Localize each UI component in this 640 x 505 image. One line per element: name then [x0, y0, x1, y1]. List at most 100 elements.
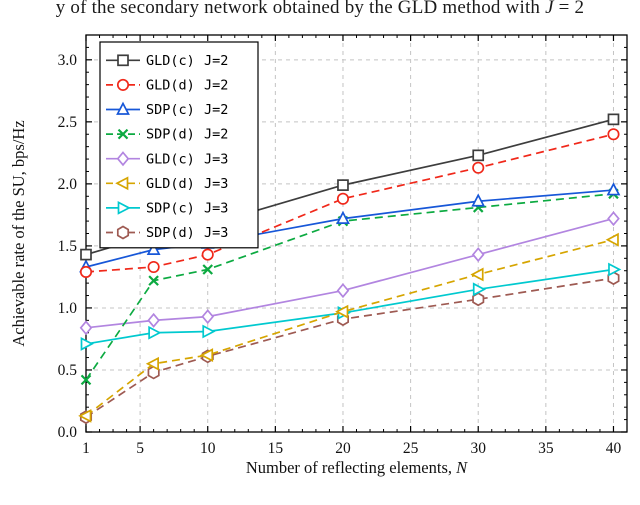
- legend-entry: GLD(c) J=3: [106, 151, 228, 167]
- legend-label: GLD(c): [146, 151, 195, 167]
- series-line: [85, 277, 614, 418]
- marker-triangle-left: [115, 176, 129, 191]
- marker-circle: [116, 78, 130, 91]
- marker-square: [472, 149, 485, 162]
- marker-square: [80, 248, 92, 261]
- y-tick-label: 1.0: [58, 300, 78, 317]
- marker-circle: [607, 128, 620, 141]
- marker-triangle-left: [145, 356, 159, 371]
- marker-square: [117, 54, 129, 67]
- legend-entry: SDP(c) J=3: [106, 201, 228, 217]
- caption-text: y of the secondary network obtained by t…: [55, 0, 546, 18]
- marker-hexagon: [116, 225, 130, 240]
- marker-diamond: [147, 312, 160, 328]
- y-tick-label: 0.5: [58, 362, 78, 379]
- marker-triangle-right: [117, 200, 131, 215]
- x-tick-label: 30: [470, 440, 486, 457]
- y-tick-label: 2.5: [58, 114, 78, 131]
- series-line: [85, 192, 614, 381]
- y-tick-label: 3.0: [58, 52, 78, 69]
- marker-triangle-up: [606, 182, 621, 196]
- x-tick-label: 40: [606, 440, 622, 457]
- marker-x: [117, 128, 129, 140]
- marker-triangle-up: [336, 210, 350, 224]
- legend-entry: GLD(c) J=2: [106, 53, 228, 69]
- series-line: [85, 238, 614, 417]
- marker-triangle-right: [202, 324, 216, 339]
- legend-entry: SDP(c) J=2: [106, 101, 228, 118]
- marker-triangle-left: [335, 304, 349, 319]
- marker-triangle-left: [78, 408, 92, 423]
- series-line: [85, 268, 614, 345]
- series-GLD(d)-J=3: [78, 232, 619, 423]
- legend-entry: GLD(d) J=2: [106, 78, 228, 94]
- legend-label: GLD(d): [146, 78, 195, 94]
- legend-j-label: J=3: [204, 176, 228, 192]
- x-tick-label: 35: [538, 440, 554, 457]
- x-tick-label: 15: [268, 440, 284, 457]
- legend-entry: SDP(d) J=2: [106, 127, 228, 143]
- marker-circle: [472, 161, 485, 174]
- x-tick-label: 5: [136, 440, 144, 457]
- marker-circle: [201, 248, 214, 261]
- marker-diamond: [471, 247, 485, 263]
- marker-circle: [147, 260, 160, 274]
- series-GLD(d)-J=2: [79, 128, 620, 279]
- legend-j-label: J=2: [204, 53, 228, 69]
- x-axis-title: Number of reflecting elements, N: [246, 458, 468, 477]
- caption-suffix: = 2: [553, 0, 585, 18]
- marker-triangle-up: [116, 101, 130, 115]
- marker-square: [607, 113, 620, 126]
- legend-j-label: J=3: [204, 151, 228, 167]
- marker-circle: [79, 265, 93, 279]
- legend-entry: GLD(d) J=3: [106, 176, 228, 192]
- legend-j-label: J=2: [204, 102, 228, 118]
- legend-entry: SDP(d) J=3: [106, 225, 228, 241]
- series-SDP(d)-J=3: [79, 271, 620, 425]
- series-line: [85, 133, 614, 273]
- y-axis-title: Achievable rate of the SU, bps/Hz: [9, 120, 28, 346]
- legend-label: GLD(c): [146, 53, 195, 69]
- legend-label: SDP(c): [146, 201, 195, 217]
- achievable-rate-chart: 1 5 10 15 20 25 30 35 40 0.0 0.5 1.0 1.5 2.0 2.5 3.0 GLD…: [0, 20, 640, 500]
- plot-border: [85, 34, 628, 433]
- marker-diamond: [79, 320, 93, 336]
- y-tick-label: 2.0: [58, 176, 78, 193]
- marker-diamond: [336, 283, 350, 299]
- marker-hexagon: [472, 292, 485, 307]
- marker-triangle-right: [472, 282, 487, 297]
- marker-diamond: [607, 211, 620, 227]
- marker-diamond: [116, 151, 130, 167]
- marker-triangle-left: [470, 267, 484, 282]
- marker-triangle-up: [471, 193, 486, 207]
- marker-circle: [336, 192, 350, 205]
- marker-x: [202, 264, 214, 275]
- legend-j-label: J=3: [204, 201, 228, 217]
- marker-triangle-right: [608, 262, 622, 277]
- x-tick-label: 10: [200, 440, 216, 457]
- marker-triangle-right: [80, 337, 94, 351]
- marker-square: [337, 179, 349, 191]
- legend-j-label: J=2: [204, 78, 228, 94]
- chart-svg: 1 5 10 15 20 25 30 35 400.00.51.01.52.02.53.0 GLD…: [9, 34, 628, 477]
- figure-caption: y of the secondary network obtained by t…: [0, 0, 640, 19]
- series-line: [85, 217, 614, 329]
- x-tick-label: 20: [335, 440, 351, 457]
- x-tick-label: 1: [82, 440, 90, 457]
- series-GLD(c)-J=3: [79, 211, 620, 336]
- y-tick-label: 0.0: [58, 424, 78, 441]
- legend-j-label: J=2: [204, 127, 228, 143]
- marker-x: [80, 374, 92, 386]
- legend-j-label: J=3: [204, 225, 228, 241]
- marker-triangle-left: [605, 232, 619, 247]
- y-tick-label: 1.5: [58, 238, 78, 255]
- legend-label: SDP(c): [146, 102, 195, 118]
- caption-math-var: J: [545, 0, 554, 18]
- marker-diamond: [201, 309, 215, 325]
- legend-box: [99, 41, 259, 249]
- x-tick-label: 25: [403, 440, 419, 457]
- major-ticks: 1 5 10 15 20 25 30 35 400.00.51.01.52.02.53.0: [58, 35, 627, 457]
- marker-triangle-right: [148, 325, 162, 340]
- legend-label: SDP(d): [146, 225, 195, 241]
